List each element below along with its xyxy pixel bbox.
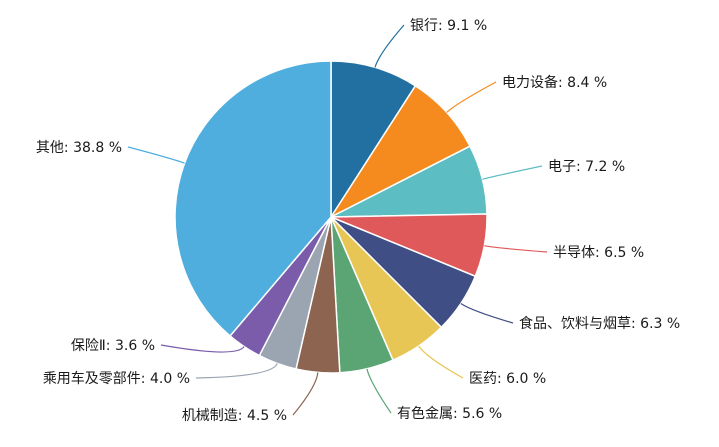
slice-label: 有色金属: 5.6 % (397, 405, 502, 422)
leader-line (482, 165, 543, 180)
leader-line (127, 146, 185, 164)
leader-line (418, 345, 464, 379)
slice-label: 电子: 7.2 % (548, 159, 625, 175)
leader-line (366, 368, 392, 414)
leader-line (292, 372, 319, 416)
slice-label: 医药: 6.0 % (469, 371, 546, 387)
leader-lines (127, 24, 548, 416)
leader-line (446, 81, 497, 113)
pie-slice (174, 60, 332, 337)
slice-label: 乘用车及零部件: 4.0 % (43, 370, 190, 387)
slice-label: 银行: 9.1 % (410, 18, 487, 34)
slice-label: 其他: 38.8 % (36, 140, 122, 156)
slice-label: 食品、饮料与烟草: 6.3 % (519, 315, 680, 332)
slice-label: 保险Ⅱ: 3.6 % (71, 338, 155, 354)
pie-slices (174, 60, 488, 374)
leader-line (484, 245, 548, 253)
slice-label: 机械制造: 4.5 % (182, 408, 287, 424)
pie-slice (330, 60, 417, 220)
leader-line (195, 363, 278, 379)
leader-line (460, 302, 514, 324)
slice-labels: 银行: 9.1 % 电力设备: 8.4 % 电子: 7.2 % 半导体: 6.5 % 食… (36, 18, 680, 424)
leader-line (374, 24, 405, 68)
slice-label: 半导体: 6.5 % (553, 245, 644, 261)
slice-label: 电力设备: 8.4 % (502, 74, 607, 91)
leader-line (160, 344, 245, 353)
